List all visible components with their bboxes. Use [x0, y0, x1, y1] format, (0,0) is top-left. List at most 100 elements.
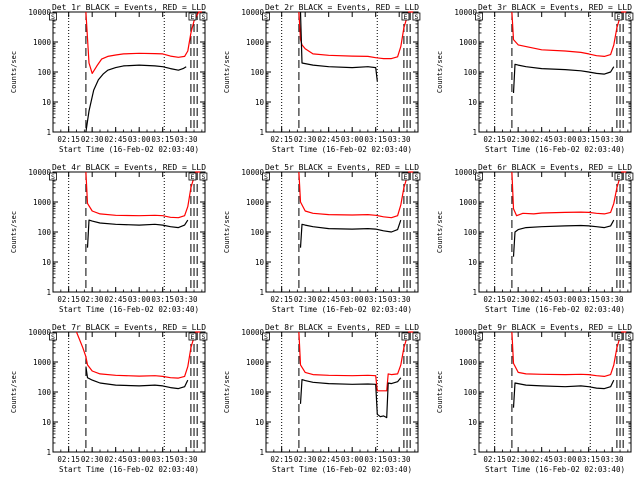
x-tick-label: 03:30 — [388, 455, 411, 464]
chart-title: Det 5r BLACK = Events, RED = LLD — [265, 163, 419, 172]
marker-box — [199, 172, 208, 181]
x-axis-label: Start Time (16-Feb-02 02:03:40) — [272, 465, 412, 474]
y-tick-label: 10000 — [454, 168, 477, 177]
marker-box — [262, 172, 270, 181]
y-tick-label: 1 — [472, 128, 477, 137]
marker-box — [412, 332, 421, 341]
chart-svg: Det 2r BLACK = Events, RED = LLD 1 10 100 10… — [223, 3, 421, 154]
marker-label: S — [627, 173, 631, 181]
x-tick-label: 03:00 — [341, 455, 364, 464]
x-tick-label: 03:30 — [601, 455, 624, 464]
y-axis-label: Counts/sec — [436, 371, 444, 413]
lld-series-line — [298, 331, 414, 392]
x-tick-label: 02:30 — [81, 295, 104, 304]
y-tick-label: 1 — [46, 128, 51, 137]
y-tick-label: 1000 — [33, 198, 52, 207]
marker-box — [199, 332, 208, 341]
x-tick-label: 03:15 — [151, 455, 174, 464]
chart-svg: Det 3r BLACK = Events, RED = LLD 1 10 100 10… — [436, 3, 634, 154]
x-axis-label: Start Time (16-Feb-02 02:03:40) — [59, 305, 199, 314]
marker-label: S — [477, 13, 481, 21]
x-tick-label: 02:30 — [294, 135, 317, 144]
chart-panel-4: Det 4r BLACK = Events, RED = LLD 1 10 100 10… — [0, 160, 213, 320]
y-tick-label: 10 — [468, 258, 478, 267]
marker-box — [49, 332, 57, 341]
events-series-line — [299, 11, 378, 82]
y-tick-label: 100 — [37, 68, 51, 77]
marker-label: S — [201, 13, 205, 21]
marker-label: S — [477, 333, 481, 341]
marker-label: S — [51, 333, 55, 341]
lld-series-line — [85, 11, 202, 75]
x-tick-label: 03:15 — [151, 295, 174, 304]
lld-series-line — [511, 331, 627, 378]
marker-label: S — [51, 173, 55, 181]
marker-box — [199, 12, 208, 21]
marker-label: S — [264, 173, 268, 181]
plot-frame — [265, 171, 419, 293]
events-series-line — [299, 377, 402, 419]
x-tick-label: 02:15 — [483, 455, 506, 464]
events-series-line — [86, 219, 189, 248]
y-axis-label: Counts/sec — [436, 51, 444, 93]
y-tick-label: 1000 — [246, 198, 265, 207]
chart-panel-6: Det 6r BLACK = Events, RED = LLD 1 10 100 10… — [426, 160, 639, 320]
x-tick-label: 03:15 — [577, 455, 600, 464]
marker-box — [188, 332, 197, 341]
x-tick-label: 03:00 — [554, 295, 577, 304]
chart-panel-8: Det 8r BLACK = Events, RED = LLD 1 10 100 10… — [213, 320, 426, 480]
x-tick-label: 02:30 — [81, 455, 104, 464]
marker-label: S — [627, 13, 631, 21]
x-axis-label: Start Time (16-Feb-02 02:03:40) — [485, 305, 625, 314]
y-tick-label: 10000 — [28, 168, 51, 177]
marker-label: E — [191, 173, 195, 181]
events-series-line — [85, 366, 189, 390]
y-tick-label: 10000 — [241, 168, 264, 177]
x-tick-label: 03:30 — [388, 135, 411, 144]
x-tick-label: 03:15 — [364, 455, 387, 464]
marker-box — [412, 172, 421, 181]
x-tick-label: 02:45 — [104, 295, 127, 304]
chart-panel-2: Det 2r BLACK = Events, RED = LLD 1 10 100 10… — [213, 0, 426, 160]
marker-box — [262, 332, 270, 341]
marker-label: E — [404, 333, 408, 341]
y-axis-label: Counts/sec — [10, 51, 18, 93]
x-tick-label: 03:30 — [601, 295, 624, 304]
y-tick-label: 100 — [463, 68, 477, 77]
x-axis-label: Start Time (16-Feb-02 02:03:40) — [272, 145, 412, 154]
marker-label: S — [264, 333, 268, 341]
chart-title: Det 8r BLACK = Events, RED = LLD — [265, 323, 419, 332]
plot-frame — [478, 171, 632, 293]
chart-svg: Det 8r BLACK = Events, RED = LLD 1 10 100 10… — [223, 323, 421, 474]
x-tick-label: 02:15 — [270, 455, 293, 464]
marker-box — [625, 172, 634, 181]
marker-label: E — [191, 333, 195, 341]
x-tick-label: 03:00 — [554, 135, 577, 144]
x-tick-label: 03:30 — [175, 295, 198, 304]
y-tick-label: 100 — [463, 388, 477, 397]
x-tick-label: 03:15 — [364, 135, 387, 144]
chart-title: Det 2r BLACK = Events, RED = LLD — [265, 3, 419, 12]
chart-title: Det 6r BLACK = Events, RED = LLD — [478, 163, 632, 172]
chart-svg: Det 4r BLACK = Events, RED = LLD 1 10 100 10… — [10, 163, 208, 314]
y-tick-label: 10 — [468, 98, 478, 107]
chart-panel-7: Det 7r BLACK = Events, RED = LLD 1 10 100 10… — [0, 320, 213, 480]
x-tick-label: 03:30 — [601, 135, 624, 144]
y-tick-label: 100 — [250, 228, 264, 237]
y-tick-label: 10 — [255, 258, 265, 267]
marker-label: E — [617, 13, 621, 21]
y-tick-label: 1 — [46, 288, 51, 297]
y-axis-label: Counts/sec — [10, 211, 18, 253]
marker-box — [614, 332, 623, 341]
x-axis-label: Start Time (16-Feb-02 02:03:40) — [59, 465, 199, 474]
x-axis-label: Start Time (16-Feb-02 02:03:40) — [272, 305, 412, 314]
chart-title: Det 4r BLACK = Events, RED = LLD — [52, 163, 206, 172]
y-axis-label: Counts/sec — [223, 371, 231, 413]
marker-label: S — [201, 173, 205, 181]
chart-title: Det 9r BLACK = Events, RED = LLD — [478, 323, 632, 332]
x-tick-label: 02:45 — [104, 455, 127, 464]
chart-svg: Det 1r BLACK = Events, RED = LLD 1 10 100 10… — [10, 3, 208, 154]
marker-label: E — [404, 13, 408, 21]
events-series-line — [512, 63, 615, 94]
